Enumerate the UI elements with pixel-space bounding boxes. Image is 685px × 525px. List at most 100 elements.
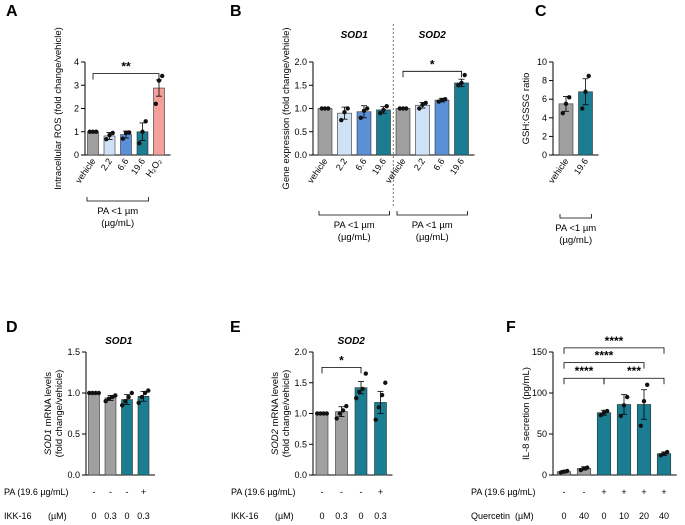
panel-label: E [230,319,241,336]
significance-bracket [402,70,462,78]
bar [395,108,411,156]
y-axis-label-line2: (fold change/vehicle) [54,370,65,458]
row1-value: - [583,487,586,497]
x-tick-label: vehicle [546,156,570,185]
data-point [360,386,365,392]
data-point [641,399,647,404]
significance-bracket [92,73,160,80]
row1-value: - [360,487,363,497]
data-point [107,133,112,138]
data-point [94,129,99,134]
bar [596,412,612,476]
y-tick-label: 0.5 [294,127,307,137]
data-point [383,380,388,385]
row2-unit: (µM) [275,511,294,521]
y-tick-label: 2.0 [294,57,307,67]
significance-bracket [563,377,605,385]
row1-value: - [563,487,566,497]
data-point [605,408,610,414]
row2-value: 0.3 [374,511,387,521]
data-point [365,106,370,111]
group-label: PA <1 µm [97,206,138,217]
row1-value: - [93,487,96,497]
data-point [420,102,425,107]
data-point [345,106,350,111]
bar [317,108,333,156]
x-tick-label: 6.6 [353,156,368,172]
bar [354,387,368,476]
row2-value: 10 [619,511,629,521]
data-point [321,411,326,416]
data-point [104,136,109,142]
panel-label: B [230,3,242,20]
panel-d: D 0.0 0.5 1.0 1.5 SOD1 mRNA levels (fold chang… [4,319,155,521]
x-tick-label: 2.2 [412,156,427,172]
y-tick-label: 1.0 [67,388,80,398]
y-tick-label: 0 [542,150,547,160]
bar [137,395,150,476]
y-axis-label-rest: mRNA levels [270,372,281,429]
data-point [645,382,650,387]
row1-value: + [621,487,626,497]
row1-value: - [321,487,324,497]
data-point [586,73,591,79]
panel-label: F [506,319,516,336]
y-axis-label-gene: SOD2 [270,428,281,455]
panel-label: A [6,3,18,20]
row2-value: 0 [91,511,96,521]
y-axis-label: GSH:GSSG ratio [521,73,532,145]
row2-value: 20 [639,511,649,521]
x-tick-label: vehicle [383,156,407,185]
data-point [462,72,467,78]
data-point [638,423,643,428]
x-tick-label: vehicle [305,156,329,185]
data-point [379,392,385,398]
data-point [618,413,623,419]
significance-bracket [563,362,645,369]
data-point [337,411,343,416]
x-tick-label: 2.2 [334,156,349,172]
bar [153,87,165,156]
row2-value: 0 [561,511,566,521]
significance-label: **** [575,364,594,378]
data-point [340,408,346,413]
data-point [443,97,448,102]
group-unit: (µg/mL) [416,232,449,243]
y-axis-label: Intracellular ROS (fold change/vehicle) [53,27,64,190]
group-bracket [86,197,149,202]
data-point [580,106,585,111]
data-point [400,106,406,111]
data-point [318,411,323,416]
data-point [113,393,118,398]
y-tick-label: 1.5 [67,347,80,357]
data-point [423,100,428,106]
data-point [625,394,630,400]
bar [87,131,99,156]
data-point [373,417,378,422]
group-label: PA <1 µm [334,220,375,231]
data-point [315,411,320,416]
data-point [110,130,115,136]
data-point [90,390,95,396]
data-point [322,106,328,111]
y-axis-label: IL-8 secretion (pg/mL) [521,367,532,460]
data-point [90,129,96,134]
row2-value: 0.3 [104,511,117,521]
subtitle-sod2: SOD2 [419,30,447,41]
data-point [87,390,92,396]
data-point [93,390,98,396]
data-point [560,110,565,116]
y-tick-label: 100 [532,388,547,398]
panel-label: C [535,3,547,20]
y-tick-label: 1.5 [294,80,307,90]
data-point [397,106,402,111]
row1-value: - [340,487,343,497]
data-point [459,80,464,86]
bar [434,99,450,156]
y-tick-label: 0.0 [294,150,307,160]
data-point [140,129,145,134]
data-point [417,106,422,111]
data-point [129,390,134,396]
significance-bracket [321,366,362,374]
